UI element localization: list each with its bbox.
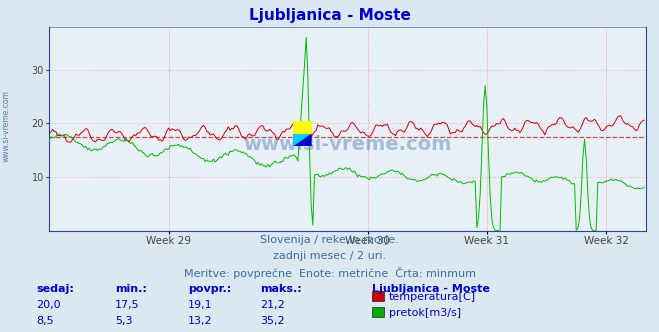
Text: zadnji mesec / 2 uri.: zadnji mesec / 2 uri. [273,251,386,261]
Text: Ljubljanica - Moste: Ljubljanica - Moste [372,284,490,294]
Text: 17,5: 17,5 [115,300,140,310]
Text: sedaj:: sedaj: [36,284,74,294]
Text: 20,0: 20,0 [36,300,61,310]
Text: 35,2: 35,2 [260,316,285,326]
Text: temperatura[C]: temperatura[C] [389,292,476,302]
Text: www.si-vreme.com: www.si-vreme.com [2,90,11,162]
Polygon shape [293,121,312,133]
Text: maks.:: maks.: [260,284,302,294]
Text: Meritve: povprečne  Enote: metrične  Črta: minmum: Meritve: povprečne Enote: metrične Črta:… [183,267,476,279]
Text: www.si-vreme.com: www.si-vreme.com [243,135,452,154]
Text: 21,2: 21,2 [260,300,285,310]
Text: 5,3: 5,3 [115,316,133,326]
Text: 8,5: 8,5 [36,316,54,326]
Text: 19,1: 19,1 [188,300,212,310]
Text: Slovenija / reke in morje.: Slovenija / reke in morje. [260,235,399,245]
Polygon shape [293,133,312,146]
Text: min.:: min.: [115,284,147,294]
Text: Ljubljanica - Moste: Ljubljanica - Moste [248,8,411,23]
Text: pretok[m3/s]: pretok[m3/s] [389,308,461,318]
Text: povpr.:: povpr.: [188,284,231,294]
Text: 13,2: 13,2 [188,316,212,326]
Polygon shape [293,133,312,146]
